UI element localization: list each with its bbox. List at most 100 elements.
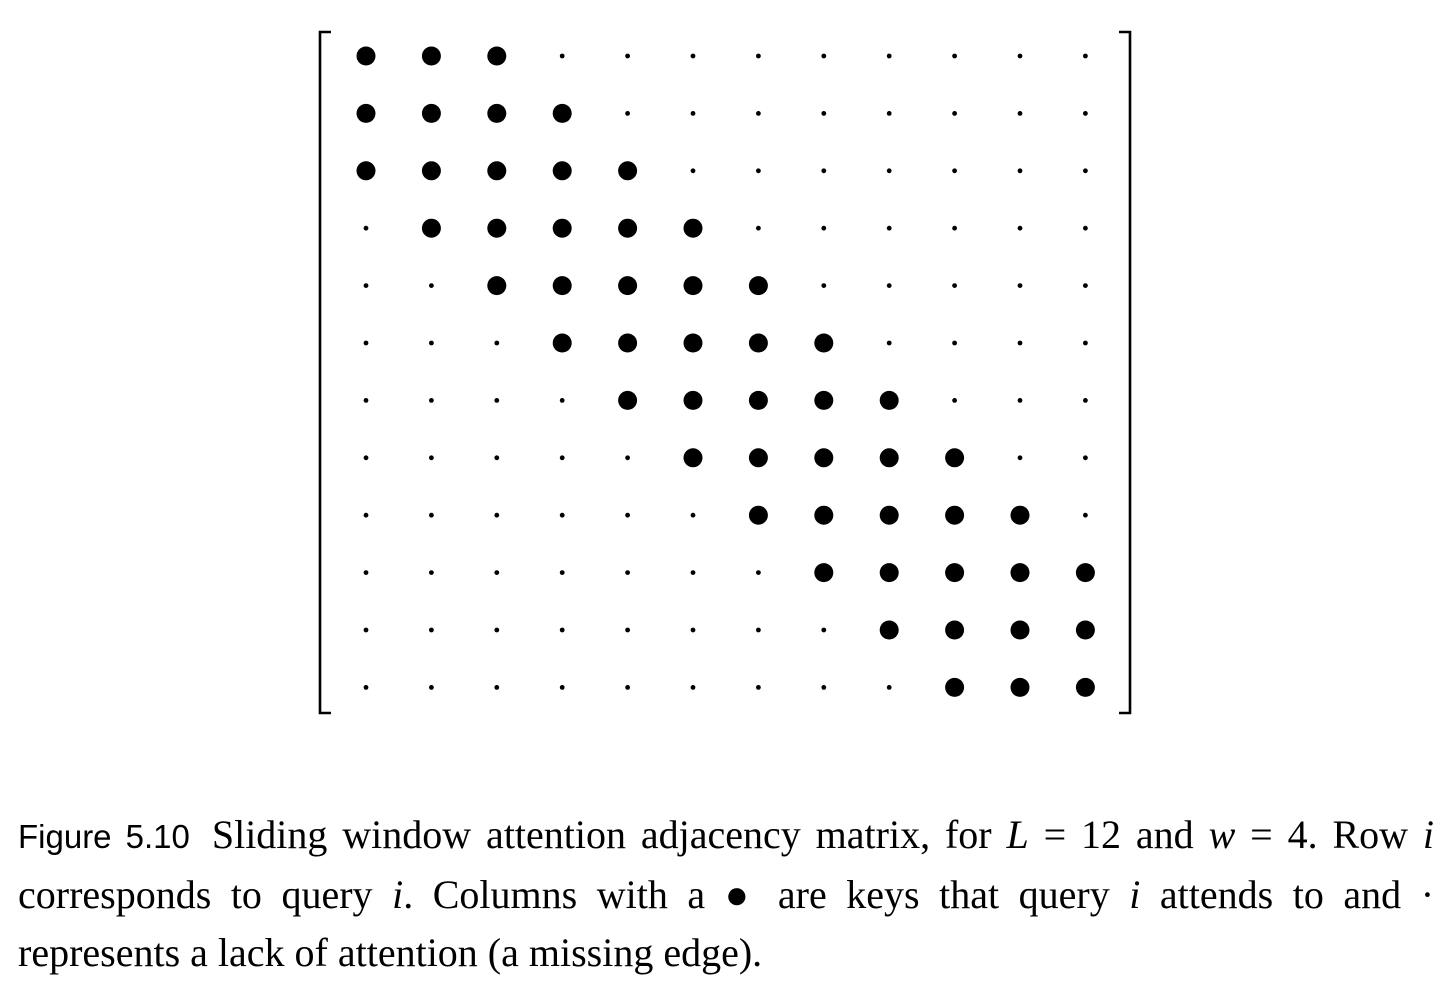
missing-cell: [625, 570, 630, 575]
missing-cell: [363, 398, 369, 403]
attended-cell: [487, 276, 507, 296]
missing-cell: [952, 111, 957, 116]
attended-cell: [683, 218, 703, 238]
attended-cell: [356, 161, 376, 181]
missing-cell: [363, 570, 369, 575]
missing-cell: [886, 283, 892, 288]
caption-text: = 12 and: [1028, 812, 1209, 857]
missing-cell: [821, 283, 827, 288]
missing-cell: [756, 111, 761, 116]
figure-label: Figure 5.10: [18, 818, 190, 855]
attended-cell: [1075, 677, 1095, 697]
missing-cell: [1017, 283, 1023, 288]
missing-cell: [429, 685, 434, 690]
right-bracket: [1119, 30, 1132, 715]
missing-cell: [363, 685, 369, 690]
missing-cell: [559, 53, 565, 59]
attended-cell: [421, 218, 441, 238]
missing-cell: [363, 627, 369, 633]
dot-symbol: ·: [1420, 872, 1435, 917]
attended-cell: [618, 276, 638, 296]
attended-cell: [1010, 620, 1030, 640]
missing-cell: [1017, 340, 1023, 346]
missing-cell: [1083, 111, 1088, 116]
missing-cell: [363, 340, 369, 346]
missing-cell: [952, 53, 957, 59]
attended-cell: [1075, 620, 1095, 640]
attended-cell: [683, 333, 703, 353]
missing-cell: [1083, 398, 1088, 403]
caption-text: = 4. Row: [1235, 812, 1423, 857]
missing-cell: [886, 685, 892, 690]
missing-cell: [821, 53, 827, 59]
missing-cell: [821, 225, 827, 231]
attended-cell: [879, 620, 899, 640]
attended-cell: [421, 161, 441, 181]
missing-cell: [429, 283, 434, 288]
missing-cell: [1083, 340, 1088, 346]
attended-cell: [879, 563, 899, 583]
attended-cell: [618, 390, 638, 410]
missing-cell: [690, 512, 696, 518]
attended-cell: [487, 218, 507, 238]
attended-cell: [356, 103, 376, 123]
missing-cell: [886, 111, 892, 116]
caption-text: represents a lack of attention (a missin…: [18, 930, 763, 975]
missing-cell: [952, 283, 957, 288]
missing-cell: [559, 398, 565, 403]
attended-cell: [487, 103, 507, 123]
attended-cell: [945, 563, 965, 583]
attended-cell: [814, 563, 834, 583]
missing-cell: [429, 570, 434, 575]
missing-cell: [1083, 168, 1088, 174]
missing-cell: [559, 512, 565, 518]
missing-cell: [625, 627, 630, 633]
missing-cell: [756, 627, 761, 633]
missing-cell: [1083, 53, 1088, 59]
attended-cell: [552, 103, 572, 123]
attended-cell: [879, 390, 899, 410]
adjacency-matrix-figure: [318, 30, 1132, 715]
missing-cell: [821, 685, 827, 690]
missing-cell: [886, 340, 892, 346]
missing-cell: [429, 455, 434, 461]
missing-cell: [494, 512, 500, 518]
missing-cell: [1017, 225, 1023, 231]
missing-cell: [756, 225, 761, 231]
missing-cell: [363, 455, 369, 461]
left-bracket: [318, 30, 331, 715]
attended-cell: [879, 448, 899, 468]
attended-cell: [618, 161, 638, 181]
missing-cell: [559, 570, 565, 575]
figure-caption: Figure 5.10 Sliding window attention adja…: [18, 806, 1434, 982]
missing-cell: [690, 627, 696, 633]
attended-cell: [945, 677, 965, 697]
missing-cell: [363, 283, 369, 288]
missing-cell: [494, 398, 500, 403]
missing-cell: [1083, 283, 1088, 288]
attended-cell: [748, 276, 768, 296]
missing-cell: [690, 168, 696, 174]
math-w: w: [1208, 812, 1236, 857]
math-i: i: [1422, 812, 1435, 857]
missing-cell: [625, 53, 630, 59]
attended-cell: [748, 390, 768, 410]
missing-cell: [690, 53, 696, 59]
missing-cell: [952, 225, 957, 231]
attended-cell: [683, 276, 703, 296]
attended-cell: [421, 103, 441, 123]
attended-cell: [552, 333, 572, 353]
missing-cell: [363, 225, 369, 231]
caption-text: corresponds to query: [18, 872, 393, 917]
missing-cell: [429, 512, 434, 518]
caption-text: . Columns with a: [403, 872, 725, 917]
missing-cell: [756, 685, 761, 690]
missing-cell: [756, 570, 761, 575]
missing-cell: [1017, 168, 1023, 174]
missing-cell: [429, 627, 434, 633]
missing-cell: [625, 512, 630, 518]
attended-cell: [814, 390, 834, 410]
attended-cell: [487, 46, 507, 66]
missing-cell: [494, 627, 500, 633]
missing-cell: [1017, 398, 1023, 403]
